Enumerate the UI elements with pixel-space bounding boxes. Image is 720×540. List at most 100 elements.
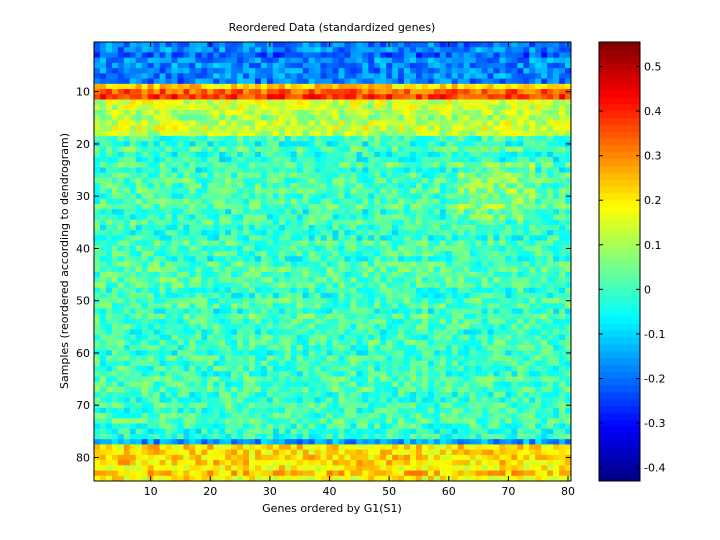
heatmap-cell	[565, 235, 572, 241]
heatmap-cell	[165, 366, 172, 372]
heatmap-cell	[332, 345, 339, 351]
heatmap-cell	[481, 141, 488, 147]
heatmap-cell	[380, 251, 387, 257]
heatmap-cell	[338, 334, 345, 341]
heatmap-cell	[481, 78, 488, 85]
heatmap-cell	[410, 109, 417, 116]
heatmap-cell	[469, 350, 476, 356]
heatmap-cell	[451, 355, 459, 362]
heatmap-cell	[362, 78, 369, 85]
heatmap-cell	[505, 89, 512, 95]
heatmap-cell	[559, 42, 566, 48]
heatmap-cell	[231, 313, 238, 320]
heatmap-cell	[457, 68, 465, 74]
heatmap-cell	[284, 62, 292, 69]
heatmap-cell	[231, 188, 238, 194]
heatmap-cell	[535, 261, 542, 268]
heatmap-cell	[380, 214, 387, 221]
heatmap-cell	[374, 62, 381, 69]
heatmap-cell	[529, 256, 536, 262]
heatmap-cell	[386, 298, 393, 304]
heatmap-cell	[94, 345, 101, 351]
heatmap-cell	[398, 266, 405, 273]
heatmap-cell	[153, 277, 160, 283]
heatmap-cell	[159, 47, 166, 53]
heatmap-cell	[308, 303, 316, 309]
heatmap-cell	[177, 313, 184, 320]
heatmap-cell	[177, 256, 184, 262]
heatmap-cell	[237, 219, 244, 226]
heatmap-cell	[565, 162, 572, 168]
heatmap-cell	[517, 94, 524, 100]
heatmap-cell	[487, 162, 494, 168]
heatmap-cell	[254, 245, 262, 252]
heatmap-cell	[302, 172, 310, 179]
heatmap-cell	[225, 47, 232, 53]
heatmap-cell	[201, 256, 208, 262]
heatmap-cell	[439, 219, 447, 226]
heatmap-cell	[320, 141, 327, 147]
heatmap-cell	[523, 120, 530, 127]
heatmap-cell	[523, 219, 530, 226]
heatmap-cell	[344, 214, 351, 221]
heatmap-cell	[183, 120, 190, 127]
heatmap-cell	[308, 172, 316, 179]
heatmap-cell	[439, 287, 447, 294]
heatmap-cell	[213, 355, 220, 362]
heatmap-cell	[147, 329, 155, 336]
heatmap-cell	[314, 240, 321, 247]
heatmap-cell	[189, 350, 196, 356]
heatmap-cell	[350, 120, 357, 127]
heatmap-cell	[254, 162, 262, 168]
heatmap-cell	[266, 120, 274, 127]
heatmap-cell	[380, 308, 387, 315]
heatmap-cell	[207, 47, 214, 53]
heatmap-cell	[237, 230, 244, 236]
heatmap-cell	[487, 183, 494, 189]
heatmap-cell	[308, 240, 316, 247]
heatmap-cell	[493, 214, 500, 221]
heatmap-cell	[392, 83, 399, 90]
heatmap-cell	[350, 151, 357, 158]
heatmap-cell	[105, 183, 113, 189]
heatmap-cell	[380, 141, 387, 147]
heatmap-cell	[278, 68, 286, 74]
heatmap-cell	[290, 339, 298, 346]
heatmap-cell	[237, 360, 244, 367]
heatmap-cell	[332, 287, 339, 294]
heatmap-cell	[99, 277, 107, 283]
heatmap-cell	[320, 318, 327, 325]
heatmap-cell	[129, 52, 137, 59]
heatmap-cell	[159, 313, 166, 320]
heatmap-cell	[517, 277, 524, 283]
heatmap-cell	[362, 193, 369, 200]
heatmap-cell	[415, 146, 423, 153]
heatmap-cell	[243, 156, 250, 163]
heatmap-cell	[487, 240, 494, 247]
heatmap-cell	[171, 266, 178, 273]
heatmap-cell	[356, 183, 363, 189]
heatmap-cell	[237, 78, 244, 85]
heatmap-cell	[302, 251, 310, 257]
heatmap-cell	[565, 198, 572, 205]
heatmap-cell	[320, 224, 327, 231]
heatmap-cell	[189, 324, 196, 330]
heatmap-cell	[201, 298, 208, 304]
heatmap-cell	[105, 78, 113, 85]
heatmap-cell	[332, 94, 339, 100]
heatmap-cell	[529, 151, 536, 158]
heatmap-cell	[237, 261, 244, 268]
heatmap-cell	[517, 355, 524, 362]
heatmap-cell	[284, 177, 292, 184]
heatmap-cell	[141, 339, 149, 346]
heatmap-cell	[332, 167, 339, 174]
heatmap-cell	[201, 146, 208, 153]
heatmap-cell	[451, 78, 459, 85]
heatmap-cell	[374, 292, 381, 299]
heatmap-cell	[189, 219, 196, 226]
heatmap-cell	[469, 271, 476, 278]
heatmap-cell	[201, 230, 208, 236]
heatmap-cell	[147, 282, 155, 289]
heatmap-cell	[135, 151, 143, 158]
heatmap-cell	[231, 94, 238, 100]
